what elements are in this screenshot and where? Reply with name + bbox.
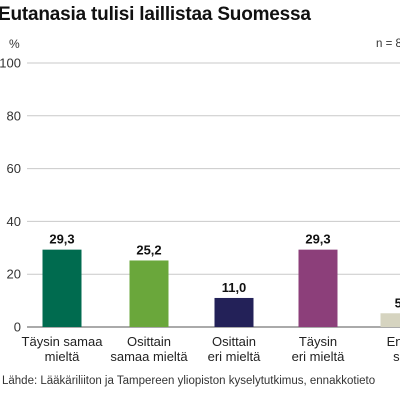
category-label: Täysin samaa [22,334,104,349]
bar-value-label: 11,0 [222,280,247,295]
bar-1 [42,249,82,327]
source-note: Lähde: Lääkäriliiton ja Tampereen yliopi… [2,375,376,387]
bar-value-label: 25,2 [136,242,161,257]
y-tick-label: 20 [7,267,21,282]
bar-value-label: 29,3 [49,232,74,247]
category-label: Osittain [212,334,256,349]
y-tick-label: 40 [7,214,21,229]
bar-3 [214,297,254,327]
category-label: Osittain [127,334,171,349]
y-tick-label: 60 [7,161,21,176]
category-label: eri mieltä [208,349,262,364]
y-tick-label: 100 [0,56,21,71]
category-label: sa [393,349,400,364]
y-axis-unit: % [9,37,20,51]
category-label: Täysin [299,334,337,349]
bar-2 [129,260,169,327]
bar-value-label: 29,3 [305,232,330,247]
bar-4 [298,249,338,327]
chart-title: Eutanasia tulisi laillistaa Suomessa [0,4,311,25]
category-label: En o [387,334,400,349]
y-tick-label: 80 [7,108,21,123]
bar-value-label: 5, [395,295,400,310]
category-label: eri mieltä [292,349,346,364]
bar-5 [380,313,400,327]
sample-size-label: n = 8 [376,38,400,50]
category-label: mieltä [45,349,80,364]
y-tick-label: 0 [14,320,21,335]
category-label: samaa mieltä [110,349,188,364]
